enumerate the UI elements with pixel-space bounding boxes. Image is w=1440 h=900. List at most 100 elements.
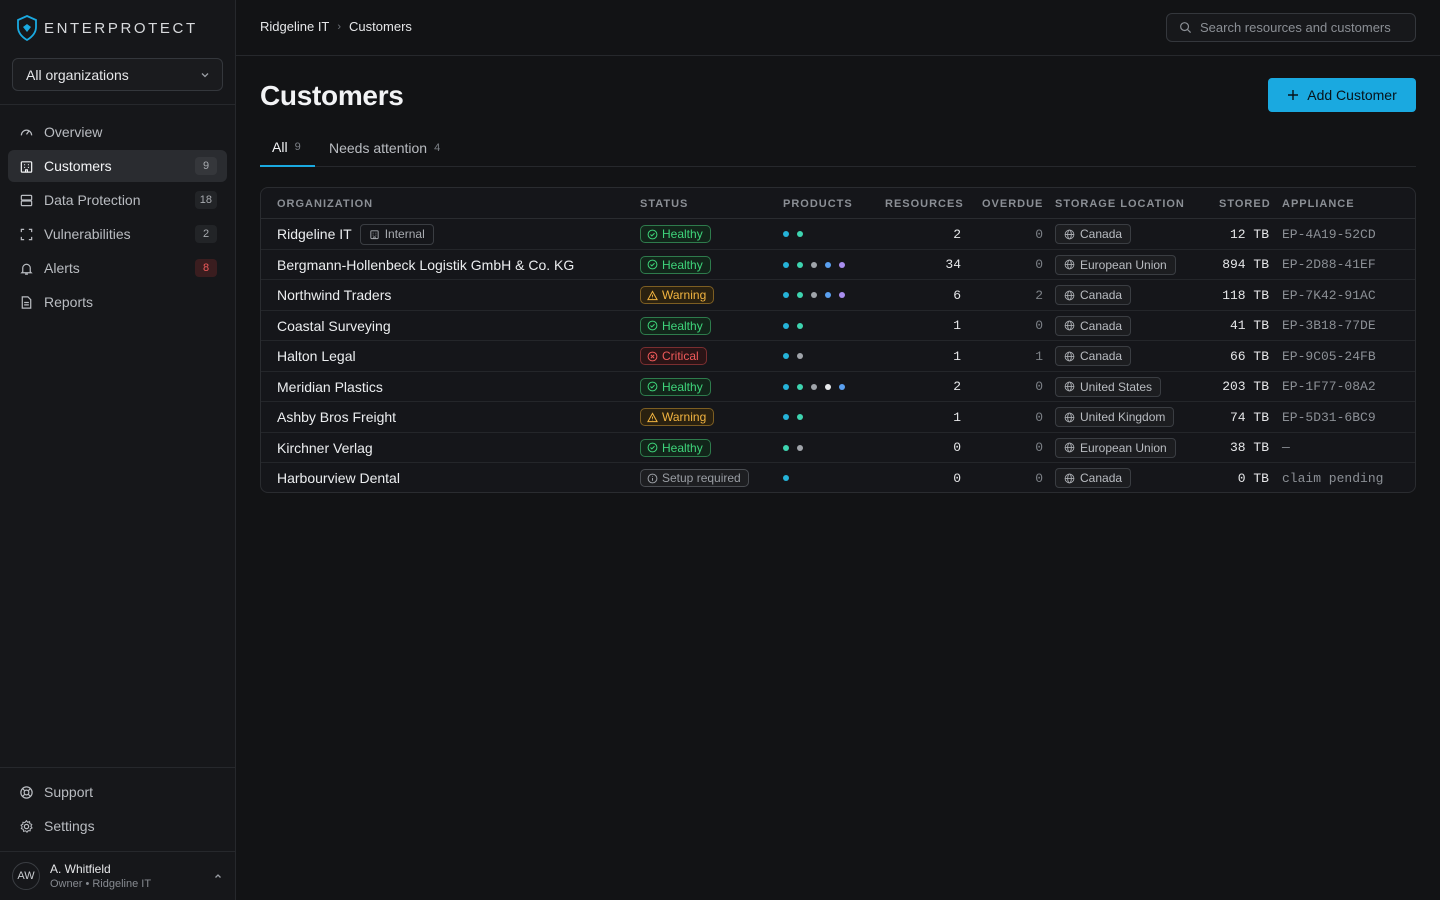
product-indicator-dot [811, 261, 817, 268]
overdue-count: 0 [1035, 379, 1043, 394]
organization-name[interactable]: Kirchner Verlag [277, 439, 373, 456]
organization-name[interactable]: Coastal Surveying [277, 317, 391, 334]
status-label: Warning [662, 410, 707, 424]
table-row[interactable]: Halton Legal Critical 1 1 Canada 66 TB EP-9C05… [261, 341, 1415, 372]
product-indicator-dot [811, 292, 817, 298]
sidebar-item-label: Overview [44, 124, 103, 140]
organization-select[interactable]: All organizations [12, 58, 223, 91]
organization-name[interactable]: Harbourview Dental [277, 470, 400, 486]
sidebar-item-label: Reports [44, 294, 94, 310]
table-row[interactable]: Ashby Bros Freight Warning 1 0 United Kingdo… [261, 402, 1415, 433]
storage-location-label: United Kingdom [1080, 410, 1166, 424]
table-header: ORGANIZATION STATUS PRODUCTS RESOURCES O… [261, 188, 1415, 219]
stored-amount: 38 TB [1229, 440, 1269, 455]
resources-count: 1 [953, 409, 961, 425]
storage-location-badge: Canada [1055, 285, 1132, 305]
sidebar-item-label: Settings [44, 818, 95, 834]
divider [0, 851, 235, 852]
column-header-resources[interactable]: RESOURCES [885, 198, 964, 210]
sidebar-item-data-protection[interactable]: Data Protection 18 [8, 184, 227, 216]
tab-bar: All 9 Needs attention 4 [260, 128, 1416, 167]
tab-count: 9 [294, 140, 301, 153]
status-badge: Warning [640, 286, 715, 304]
appliance-id: EP-7K42-91AC [1282, 287, 1376, 303]
organization-name[interactable]: Ashby Bros Freight [277, 409, 397, 425]
storage-location-badge: United Kingdom [1055, 407, 1175, 427]
customers-table: ORGANIZATION STATUS PRODUCTS RESOURCES O… [260, 187, 1416, 493]
products-indicators [783, 231, 803, 237]
tab-all[interactable]: All 9 [260, 128, 315, 167]
table-row[interactable]: Bergmann-Hollenbeck Logistik GmbH & Co. … [261, 250, 1415, 280]
breadcrumb-item-ridgeline[interactable]: Ridgeline IT [260, 19, 330, 34]
organization-name[interactable]: Ridgeline IT [277, 226, 352, 242]
breadcrumb-item-customers: Customers [349, 19, 412, 34]
user-menu[interactable]: AW A. Whitfield Owner • Ridgeline IT [0, 852, 235, 900]
product-indicator-dot [783, 383, 789, 390]
sidebar-item-alerts[interactable]: Alerts 8 [8, 252, 227, 284]
gauge-icon [18, 124, 34, 140]
products-indicators [783, 353, 803, 359]
organization-name[interactable]: Meridian Plastics [277, 378, 383, 395]
sidebar-item-support[interactable]: Support [8, 776, 227, 808]
count-badge: 8 [195, 259, 217, 277]
sidebar-item-settings[interactable]: Settings [8, 810, 227, 842]
table-row[interactable]: Meridian Plastics Healthy 2 0 United States 2… [261, 372, 1415, 402]
table-row[interactable]: Harbourview Dental Setup required 0 0 Canada… [261, 463, 1415, 492]
database-icon [18, 192, 34, 208]
column-header-products[interactable]: PRODUCTS [783, 198, 853, 210]
sidebar-item-overview[interactable]: Overview [8, 116, 227, 148]
status-badge: Healthy [640, 225, 711, 243]
column-header-storage-location[interactable]: STORAGE LOCATION [1055, 198, 1185, 210]
product-indicator-dot [797, 292, 803, 298]
resources-count: 6 [953, 287, 961, 303]
overdue-count: 0 [1035, 409, 1043, 425]
bell-icon [18, 260, 34, 276]
column-header-status[interactable]: STATUS [640, 198, 689, 210]
stored-amount: 41 TB [1229, 318, 1269, 333]
table-row[interactable]: Ridgeline IT Internal Healthy 2 0 Canada 12 TB… [261, 219, 1415, 250]
tab-count: 4 [434, 141, 441, 154]
sidebar-item-vulnerabilities[interactable]: Vulnerabilities 2 [8, 218, 227, 250]
warning-triangle-icon [647, 289, 658, 300]
organization-name[interactable]: Northwind Traders [277, 287, 392, 303]
resources-count: 34 [945, 257, 961, 272]
stored-amount: 0 TB [1237, 470, 1269, 486]
logo[interactable]: ENTERPROTECT [16, 14, 198, 42]
status-label: Healthy [662, 257, 703, 272]
product-indicator-dot [783, 322, 789, 329]
organization-name[interactable]: Halton Legal [277, 348, 356, 364]
organization-name[interactable]: Bergmann-Hollenbeck Logistik GmbH & Co. … [277, 256, 575, 273]
globe-icon [1064, 351, 1075, 361]
search-box[interactable] [1166, 13, 1416, 42]
overdue-count: 1 [1035, 348, 1043, 364]
resources-count: 2 [953, 226, 961, 242]
tab-needs-attention[interactable]: Needs attention 4 [329, 128, 440, 167]
column-header-overdue[interactable]: OVERDUE [982, 198, 1044, 210]
status-badge: Critical [640, 347, 707, 365]
product-indicator-dot [797, 353, 803, 359]
storage-location-badge: Canada [1055, 315, 1132, 336]
globe-icon [1064, 290, 1075, 300]
check-circle-icon [647, 442, 658, 453]
scan-icon [18, 226, 34, 242]
table-row[interactable]: Coastal Surveying Healthy 1 0 Canada 41 TB EP-… [261, 311, 1415, 341]
storage-location-badge: Canada [1055, 468, 1132, 488]
column-header-appliance[interactable]: APPLIANCE [1282, 198, 1355, 210]
products-indicators [783, 261, 845, 268]
products-indicators [783, 475, 789, 481]
storage-location-label: Canada [1080, 288, 1123, 302]
table-row[interactable]: Northwind Traders Warning 6 2 Canada 118 TB EP… [261, 280, 1415, 311]
sidebar-item-reports[interactable]: Reports [8, 286, 227, 318]
check-circle-icon [647, 381, 658, 392]
add-customer-button[interactable]: Add Customer [1268, 78, 1416, 112]
product-indicator-dot [825, 292, 831, 298]
tab-label: Needs attention [329, 139, 428, 156]
column-header-stored[interactable]: STORED [1219, 198, 1271, 210]
stored-amount: 203 TB [1222, 379, 1269, 394]
table-row[interactable]: Kirchner Verlag Healthy 0 0 European Union 38… [261, 433, 1415, 463]
search-input[interactable] [1200, 20, 1400, 35]
appliance-id: EP-4A19-52CD [1282, 226, 1376, 242]
column-header-organization[interactable]: ORGANIZATION [277, 198, 374, 210]
sidebar-item-customers[interactable]: Customers 9 [8, 150, 227, 182]
status-label: Healthy [662, 227, 703, 241]
